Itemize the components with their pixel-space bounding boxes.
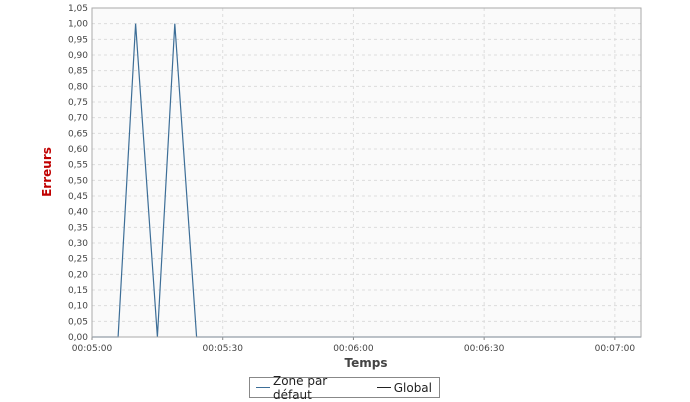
y-tick-label: 0,65 [68, 129, 88, 139]
legend-swatch-zone [256, 387, 270, 388]
plot-border [91, 7, 642, 338]
y-tick-label: 0,90 [68, 51, 88, 61]
y-tick-label: 0,95 [68, 35, 88, 45]
y-tick-label: 0,20 [68, 270, 88, 280]
y-tick-label: 0,15 [68, 286, 88, 296]
y-tick-label: 0,60 [68, 145, 88, 155]
legend-label-global: Global [393, 380, 432, 395]
x-tick-label: 00:06:00 [333, 344, 374, 354]
y-tick-label: 0,05 [68, 317, 88, 327]
y-axis-title: Erreurs [40, 147, 54, 197]
y-tick-label: 0,85 [68, 67, 88, 77]
tick-labels: 0,00 0,05 0,10 0,15 0,20 0,25 0,30 0,35 0,40 0,45… [68, 4, 635, 354]
grid [91, 7, 641, 338]
x-tick-label: 00:05:00 [72, 344, 113, 354]
legend: Zone par défaut Global [249, 374, 440, 402]
y-tick-label: 0,30 [68, 239, 88, 249]
y-tick-label: 0,10 [68, 302, 88, 312]
x-tick-label: 00:06:30 [464, 344, 505, 354]
y-tick-label: 0,25 [68, 255, 88, 265]
y-tick-label: 0,35 [68, 223, 88, 233]
y-tick-label: 0,75 [68, 98, 88, 108]
x-tick-label: 00:05:30 [203, 344, 244, 354]
y-tick-label: 1,05 [68, 4, 88, 14]
y-tick-label: 0,70 [68, 114, 88, 124]
y-tick-label: 0,80 [68, 82, 88, 92]
y-tick-label: 0,40 [68, 208, 88, 218]
y-tick-label: 0,45 [68, 192, 88, 202]
x-axis-title: Temps [345, 356, 388, 370]
y-tick-label: 1,00 [68, 20, 88, 30]
plot-area [92, 8, 641, 337]
legend-label-zone: Zone par défaut [272, 373, 328, 402]
x-tick-label: 00:07:00 [595, 344, 636, 354]
legend-item-zone: Zone par défaut [256, 374, 370, 402]
legend-item-global: Global [376, 380, 432, 395]
y-tick-label: 0,00 [68, 333, 88, 343]
y-tick-label: 0,55 [68, 161, 88, 171]
legend-swatch-global [376, 387, 391, 388]
y-tick-label: 0,50 [68, 176, 88, 186]
